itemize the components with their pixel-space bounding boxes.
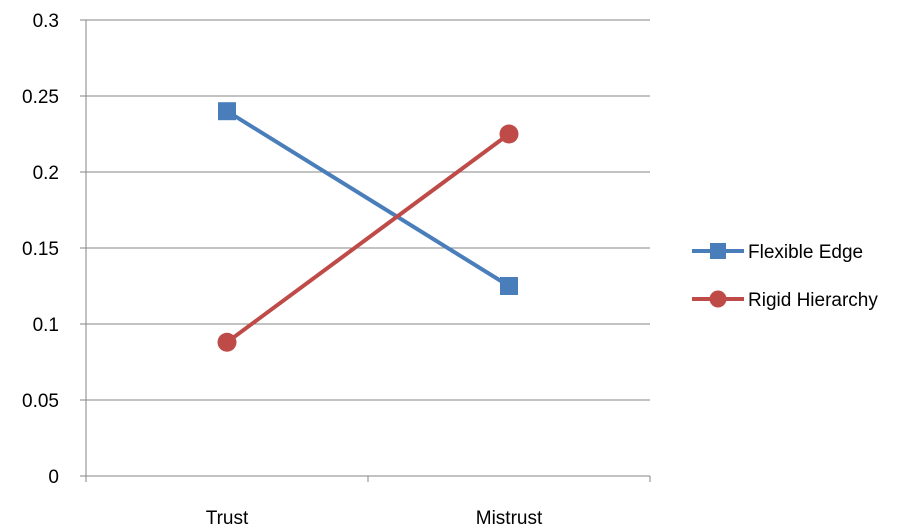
legend-entry: Flexible Edge (692, 242, 863, 263)
y-tick-label: 0.2 (33, 163, 59, 184)
legend-entry: Rigid Hierarchy (692, 290, 878, 311)
plot-series (217, 102, 519, 352)
data-point-square (218, 102, 236, 121)
data-point-square (500, 277, 518, 295)
legend: Flexible Edge Rigid Hierarchy (692, 242, 878, 311)
series-line (225, 109, 511, 288)
y-tick-label: 0 (48, 467, 59, 488)
y-tick-label: 0.25 (22, 87, 59, 108)
gridlines (86, 19, 650, 401)
x-tick-label: Mistrust (476, 508, 543, 529)
axes (80, 19, 651, 482)
series-line (225, 132, 511, 345)
data-point-circle (217, 332, 237, 352)
y-axis-tick-labels: 0 0.05 0.1 0.15 0.2 0.25 0.3 (22, 11, 59, 488)
y-tick-label: 0.05 (22, 391, 59, 412)
x-axis-tick-labels: Trust Mistrust (206, 508, 543, 529)
x-tick-label: Trust (206, 508, 249, 529)
y-tick-label: 0.15 (22, 239, 59, 260)
legend-label: Rigid Hierarchy (748, 290, 878, 311)
y-tick-label: 0.1 (33, 315, 59, 336)
legend-label: Flexible Edge (748, 242, 863, 263)
series-flexible-edge (218, 102, 518, 295)
y-tick-label: 0.3 (33, 11, 59, 32)
legend-square-marker (710, 243, 726, 259)
data-point-circle (499, 124, 519, 144)
legend-circle-marker (709, 290, 727, 308)
series-rigid-hierarchy (217, 124, 519, 352)
